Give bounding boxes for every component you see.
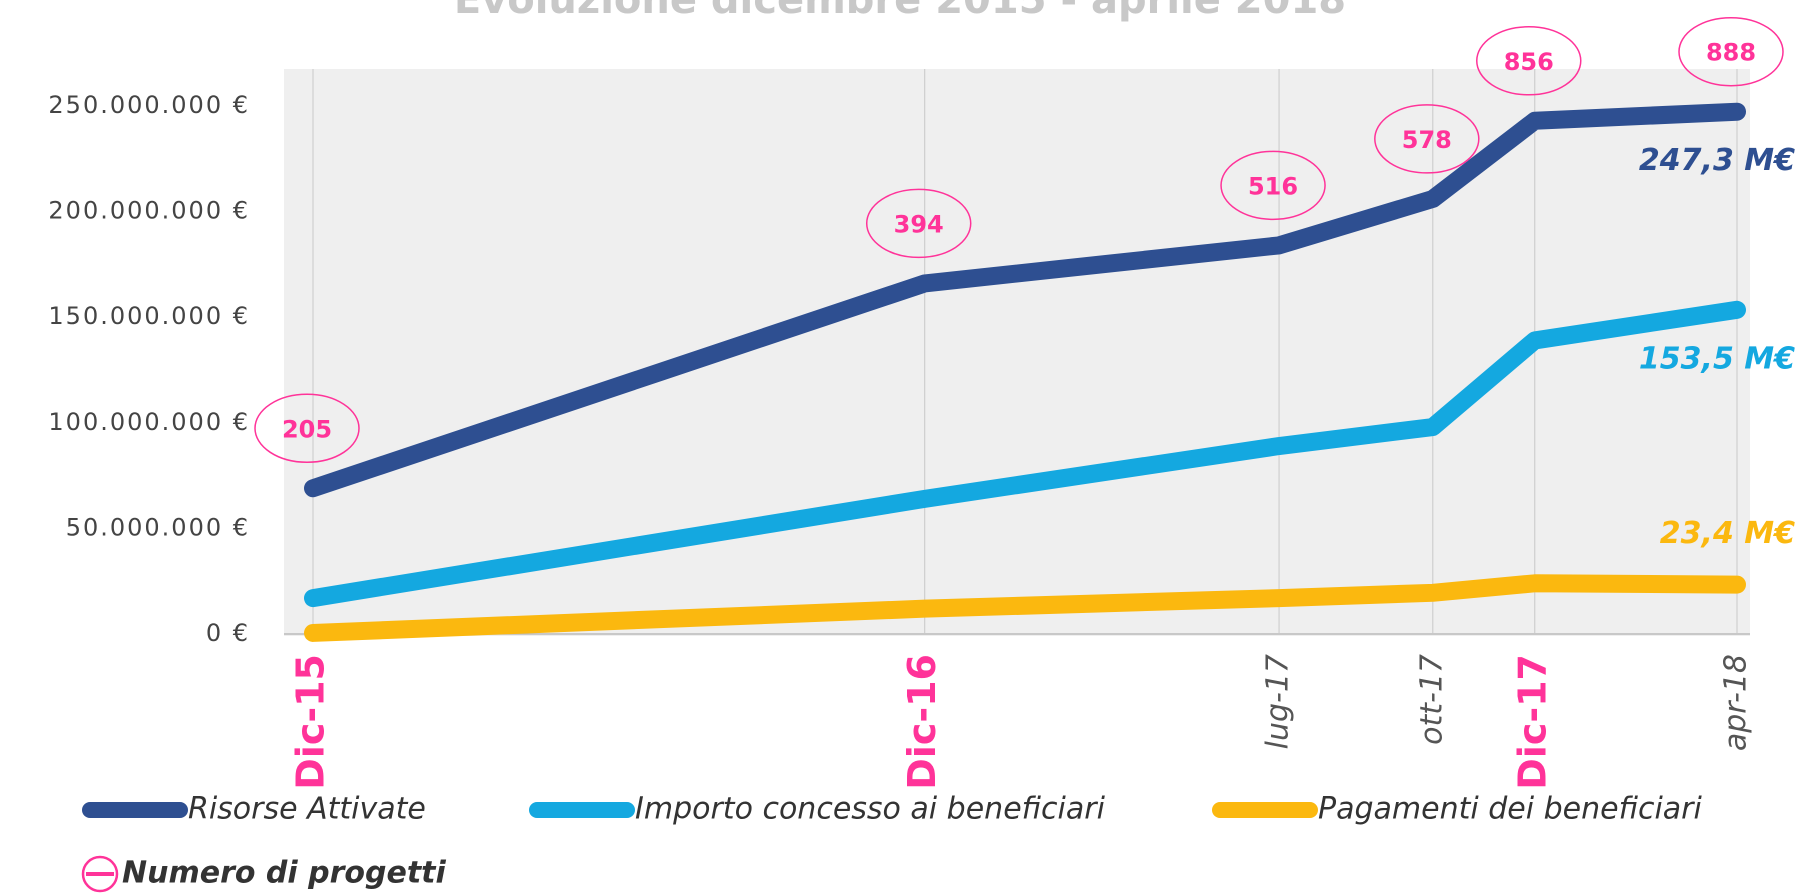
project-count: 856 [1504,48,1554,76]
project-marker [1374,104,1480,174]
project-marker [1476,26,1582,96]
value-label: 247,3 M€ [1639,143,1795,178]
series-line [304,102,1746,498]
chart-title: Evoluzione dicembre 2015 - aprile 2018 [454,0,1346,23]
x-tick-label: Dic-16 [900,654,944,790]
legend-label: Pagamenti dei beneficiari [1318,792,1702,827]
y-tick-label: 50.000.000 € [66,513,250,541]
project-marker [254,393,360,464]
x-tick-label: ott-17 [1414,654,1449,745]
x-tick-label: lug-17 [1261,654,1296,749]
legend-label: Risorse Attivate [188,792,426,827]
x-tick-label: Dic-15 [289,654,333,790]
project-count: 888 [1706,39,1756,67]
y-tick-label: 150.000.000 € [48,302,250,330]
project-count: 578 [1402,126,1452,154]
y-tick-label: 100.000.000 € [48,408,250,436]
y-tick-label: 200.000.000 € [48,197,250,225]
x-tick-label: apr-18 [1719,654,1754,751]
legend-label: Numero di progetti [122,856,447,891]
legend-label: Importo concesso ai beneficiari [635,792,1106,827]
project-marker [1678,16,1784,87]
legend-swatch [81,855,119,893]
project-count: 516 [1248,172,1298,200]
project-marker [1220,150,1326,221]
x-tick-label: Dic-17 [1510,654,1554,790]
value-label: 23,4 M€ [1660,516,1795,551]
series-line [304,300,1746,608]
y-tick-label: 0 € [206,619,250,647]
plot-background [284,69,1750,636]
value-label: 153,5 M€ [1639,341,1795,376]
project-count: 205 [282,415,332,443]
project-count: 394 [894,210,944,238]
y-tick-label: 250.000.000 € [48,91,250,119]
series-line [304,574,1746,642]
project-marker [865,188,972,259]
